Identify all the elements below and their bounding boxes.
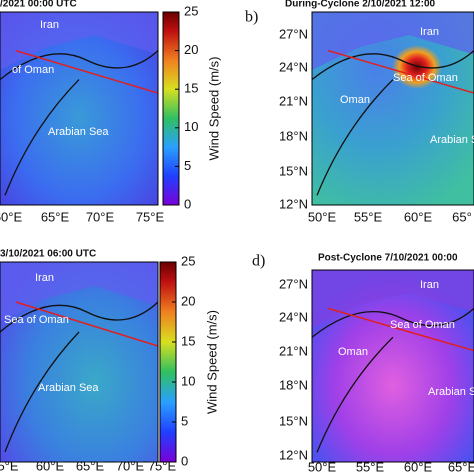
lon-tick-label: 70°E (86, 209, 115, 224)
lat-tick-label: 27°N (279, 26, 308, 41)
colorbar-label: Wind Speed (m/s) (204, 310, 219, 414)
panel-letter: b) (245, 9, 258, 26)
lon-tick-label: 60°E (36, 458, 65, 473)
lon-tick-label: 70°E (116, 458, 145, 473)
colorbar-tick-label: 25 (184, 3, 198, 18)
track (327, 307, 474, 352)
colorbar (159, 261, 177, 463)
panel: Iran Oman Sea of Oman Arabian Se During-Cycl… (245, 0, 474, 224)
lon-tick-label: 75°E (136, 209, 165, 224)
lat-tick-label: 21°N (279, 93, 308, 108)
colorbar-tick-label: 10 (184, 119, 198, 134)
colorbar-tick-label: 5 (184, 158, 191, 173)
lat-tick-label: 12°N (279, 447, 308, 462)
lon-tick-label: 65°E (76, 458, 105, 473)
lon-tick-label: 50°E (308, 459, 337, 474)
lat-tick-label: 18°N (279, 128, 308, 143)
lat-tick-label: 15°N (279, 413, 308, 428)
panel: Iran Sea of Oman Arabian Sea 3/10/2021 06:0… (0, 249, 219, 473)
panel-title: 3/10/2021 06:00 UTC (0, 249, 96, 260)
coastline (0, 301, 159, 453)
lat-tick-label: 21°N (279, 343, 308, 358)
lon-tick-label: 65°E (41, 209, 70, 224)
colorbar-tick-label: 20 (184, 42, 198, 57)
lat-tick-label: 24°N (279, 309, 308, 324)
colorbar-tick-label: 0 (181, 453, 188, 468)
land (0, 262, 158, 322)
lon-tick-label: 60°E (404, 209, 433, 224)
map-label: Sea of Oman (390, 319, 455, 331)
lon-tick-label: 55°E (356, 459, 385, 474)
map-label: Oman (338, 346, 368, 358)
lat-tick-label: 24°N (279, 59, 308, 74)
lon-tick-label: 65°E (448, 459, 474, 474)
map-frame (311, 269, 474, 463)
coastline (0, 50, 159, 196)
land (312, 270, 474, 328)
colorbar-tick-label: 5 (181, 413, 188, 428)
coastline (311, 307, 474, 453)
lat-tick-label: 18°N (279, 377, 308, 392)
lon-tick-label: 60°E (0, 209, 22, 224)
map-label: Iran (35, 272, 54, 284)
map-frame (311, 11, 474, 206)
map-label: Oman (340, 94, 370, 106)
coastline (311, 50, 474, 196)
panel: Iran of Oman Arabian Sea/2021 00:00 UTC 60°… (0, 0, 221, 224)
map-label: Sea of Oman (4, 314, 69, 326)
colorbar (162, 11, 180, 206)
panel-title: /2021 00:00 UTC (0, 0, 77, 10)
map-frame (0, 11, 159, 206)
panel-letter: d) (252, 253, 265, 270)
map-label: Iran (420, 26, 439, 38)
colorbar-tick-label: 20 (181, 293, 195, 308)
track (15, 49, 159, 94)
map-frame (0, 261, 159, 463)
map-label: Iran (40, 19, 59, 31)
track (327, 49, 474, 94)
lon-tick-label: 55°E (354, 209, 383, 224)
lon-tick-label: 50°E (308, 209, 337, 224)
land (0, 12, 158, 70)
track (15, 301, 159, 347)
map-label: Iran (420, 279, 439, 291)
map-label: Sea of Oman (393, 72, 458, 84)
map-label: Arabian Sea (38, 382, 99, 394)
lon-tick-label: 65° (452, 209, 472, 224)
map-label: Arabian S (428, 386, 474, 398)
panel: Iran Sea of Oman Oman Arabian S Post-Cyclone… (252, 253, 474, 474)
map-label: Arabian Se (430, 134, 474, 146)
panel-title: During-Cyclone 2/10/2021 12:00 (285, 0, 436, 10)
cyclone (392, 45, 442, 89)
lon-tick-label: 5°E (0, 458, 19, 473)
colorbar-label: Wind Speed (m/s) (206, 56, 221, 160)
lat-tick-label: 12°N (279, 196, 308, 211)
map-label: Arabian Sea (48, 126, 109, 138)
lat-tick-label: 27°N (279, 276, 308, 291)
colorbar-tick-label: 15 (184, 81, 198, 96)
lat-tick-label: 15°N (279, 163, 308, 178)
lon-tick-label: 60°E (404, 459, 433, 474)
colorbar-tick-label: 25 (181, 253, 195, 268)
land (312, 12, 474, 70)
panel-title: Post-Cyclone 7/10/2021 00:00 (318, 253, 458, 264)
colorbar-tick-label: 10 (181, 373, 195, 388)
colorbar-tick-label: 15 (181, 333, 195, 348)
map-label: of Oman (12, 64, 54, 76)
colorbar-tick-label: 0 (184, 196, 191, 211)
